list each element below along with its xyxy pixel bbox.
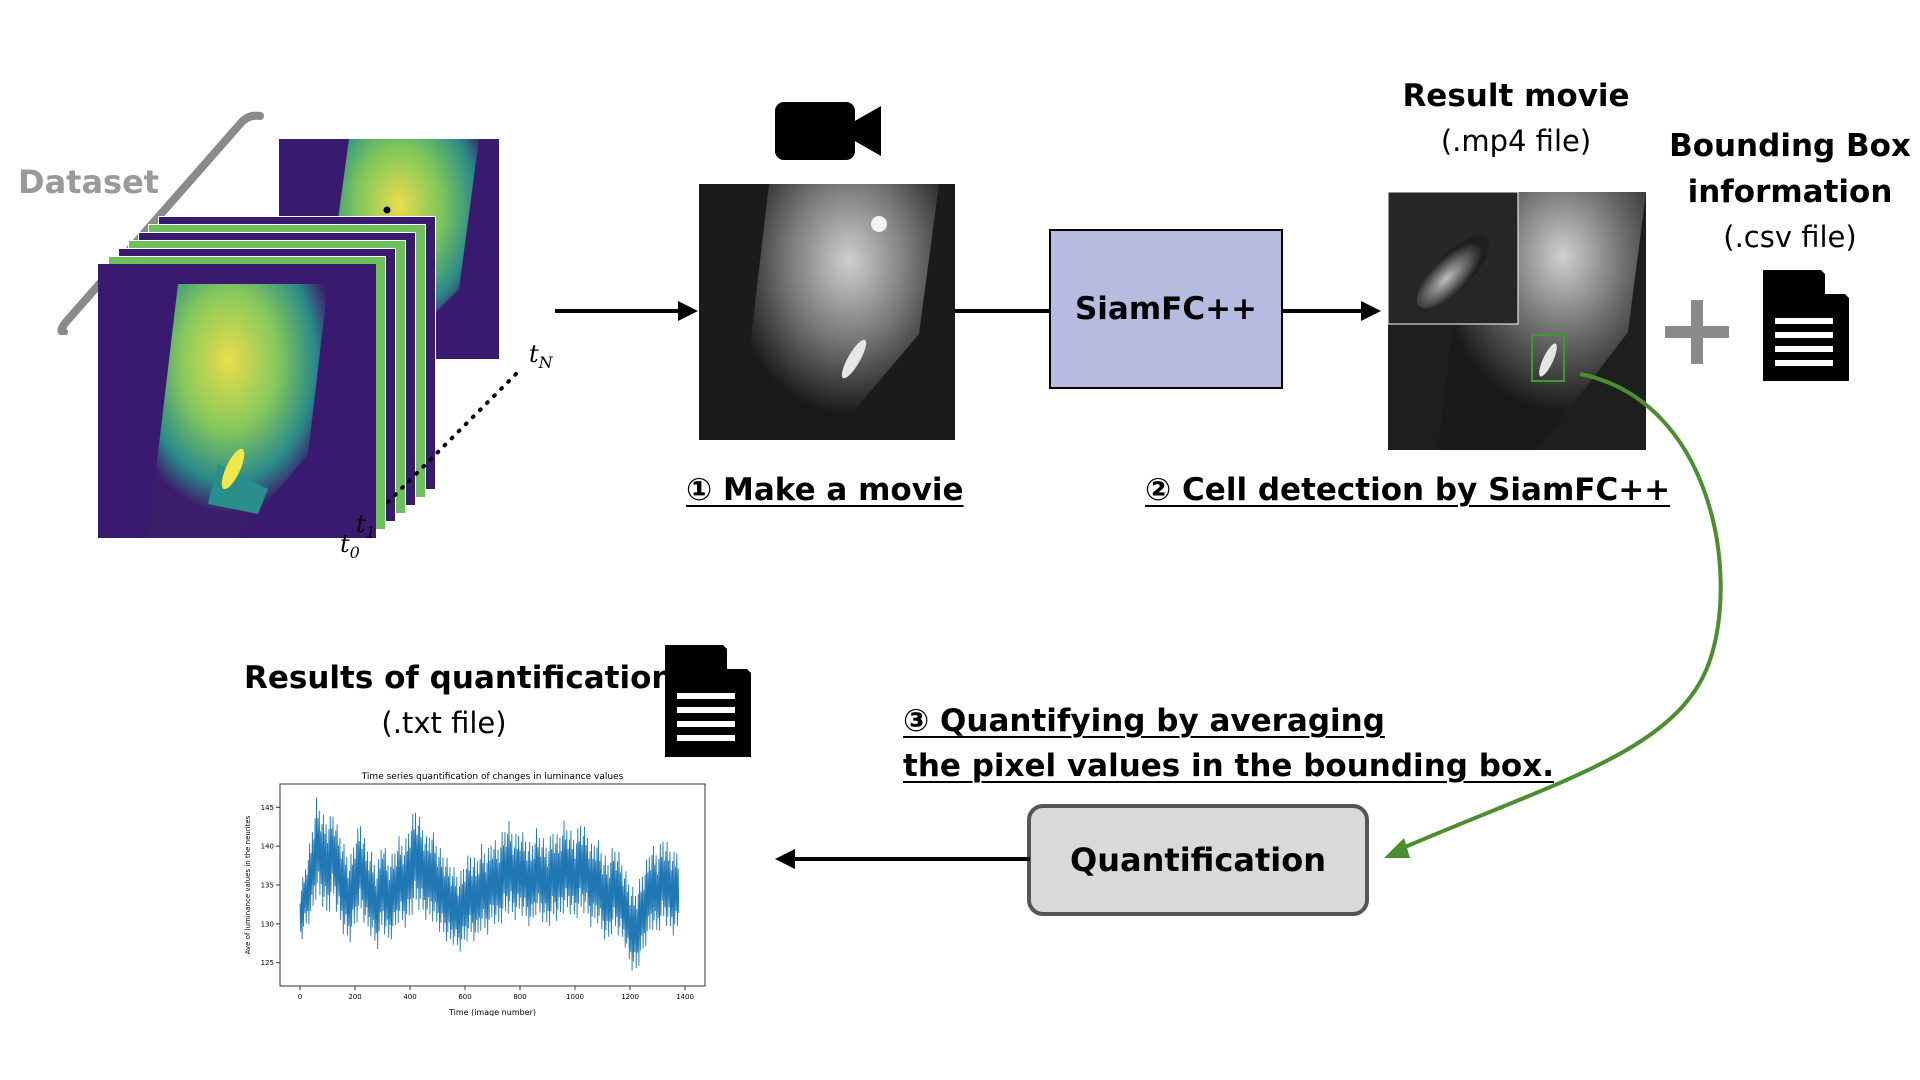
chart-series-line <box>299 797 680 971</box>
chart-ylabel: Ave of luminance values in the neurites <box>244 815 252 954</box>
quantification-box: Quantification <box>1027 804 1369 916</box>
results-subtitle: (.txt file) <box>381 706 507 740</box>
time-label-tn: tN <box>529 340 553 372</box>
results-title: Results of quantification <box>244 660 674 696</box>
chart-xlabel: Time (image number) <box>448 1008 536 1016</box>
luminance-chart: Time series quantification of changes in… <box>244 772 706 1016</box>
result-movie-frame <box>1388 192 1646 450</box>
dataset-bracket <box>57 111 264 335</box>
chart-xtick-label: 1200 <box>621 993 639 1001</box>
chart-title: Time series quantification of changes in… <box>361 772 624 782</box>
step-quantify-line2: the pixel values in the bounding box. <box>903 748 1554 784</box>
chart-ytick-label: 140 <box>261 843 274 851</box>
step-make-movie: ① Make a movie <box>686 472 964 508</box>
chart-xtick-label: 200 <box>348 993 361 1001</box>
line-movie-to-siamfc <box>955 309 1050 313</box>
result-movie-subtitle: (.mp4 file) <box>1440 124 1592 158</box>
chart-ytick-label: 130 <box>261 920 274 928</box>
csv-document-icon <box>1763 270 1849 381</box>
chart-ytick-label: 145 <box>261 804 274 812</box>
chart-xtick-label: 0 <box>298 993 302 1001</box>
video-camera-icon <box>775 102 881 160</box>
result-movie-title: Result movie <box>1402 78 1630 114</box>
siamfc-box: SiamFC++ <box>1049 229 1283 389</box>
chart-xtick-label: 400 <box>403 993 416 1001</box>
bbox-info-subtitle: (.csv file) <box>1723 220 1857 254</box>
arrow-dataset-to-movie <box>555 301 698 321</box>
chart-ytick-label: 135 <box>261 882 274 890</box>
frame-t0 <box>98 264 376 538</box>
bbox-info-title-line1: Bounding Box <box>1669 128 1911 164</box>
chart-xtick-label: 1000 <box>566 993 584 1001</box>
arrow-bbox-to-quantification <box>1384 372 1723 858</box>
arrow-siamfc-to-result <box>1283 301 1381 321</box>
bbox-info-title-line2: information <box>1687 174 1893 210</box>
time-label-t0: t0 <box>340 530 360 562</box>
time-label-t1: t1 <box>356 510 376 542</box>
arrow-quantification-to-results <box>775 849 1030 869</box>
plus-icon <box>1665 300 1729 364</box>
dataset-label: Dataset <box>18 163 160 201</box>
chart-ytick-label: 125 <box>261 959 274 967</box>
txt-document-icon <box>665 645 751 757</box>
movie-frame <box>699 184 955 440</box>
step-quantify-line1: ③ Quantifying by averaging <box>903 703 1385 739</box>
step-cell-detection: ② Cell detection by SiamFC++ <box>1145 472 1671 508</box>
chart-xtick-label: 1400 <box>676 993 694 1001</box>
chart-xtick-label: 600 <box>458 993 471 1001</box>
time-dotted-line <box>386 368 522 504</box>
chart-xtick-label: 800 <box>513 993 526 1001</box>
